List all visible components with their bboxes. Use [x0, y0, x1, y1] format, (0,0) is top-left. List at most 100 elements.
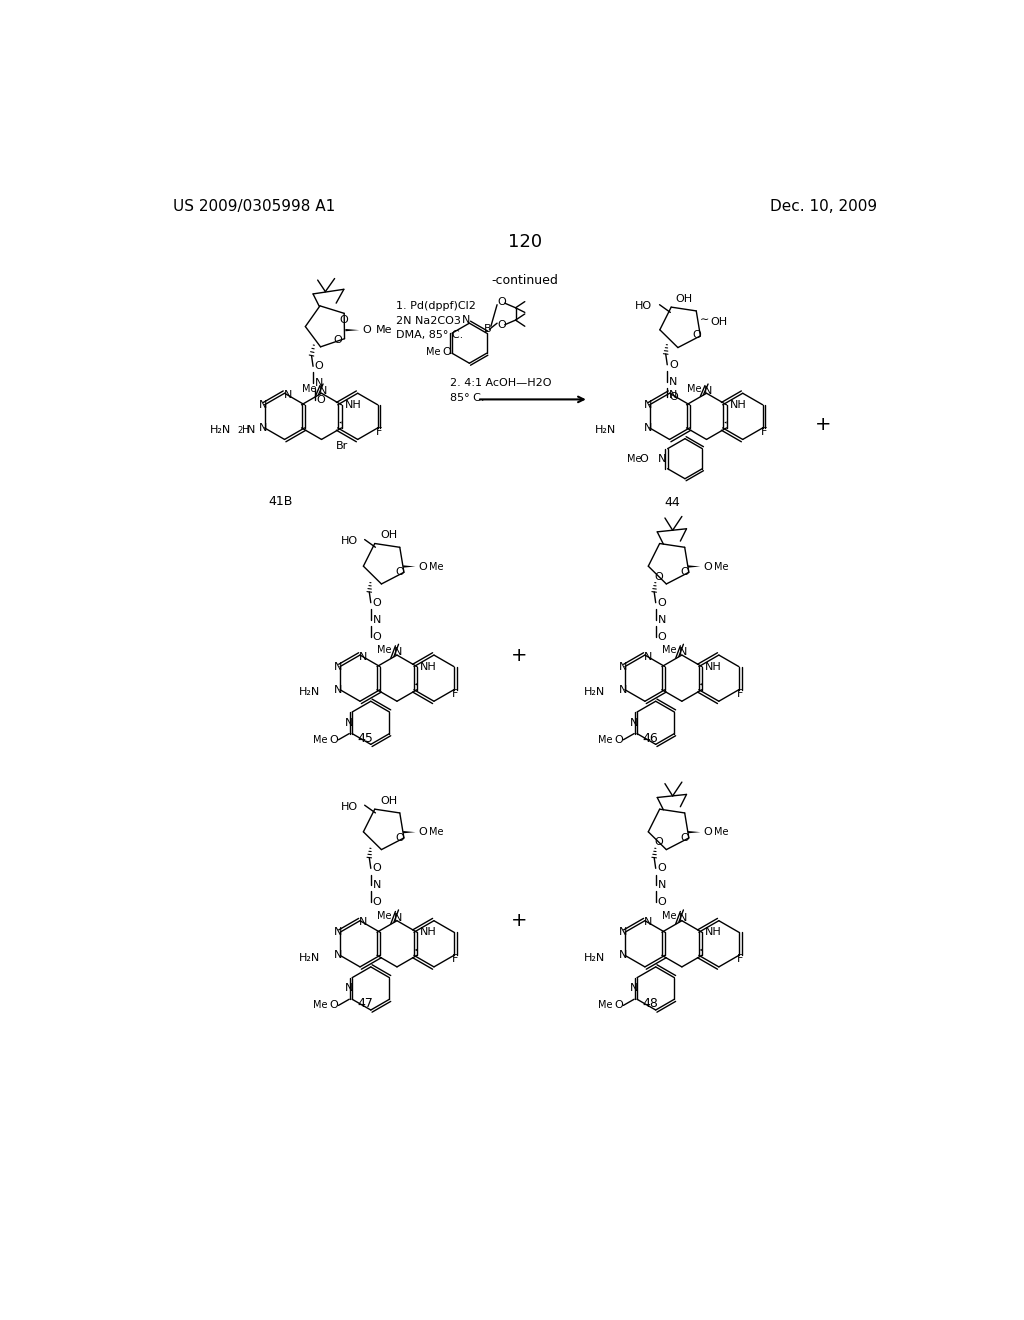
Text: +: + [511, 911, 527, 931]
Text: Me: Me [313, 735, 328, 744]
Text: H₂N: H₂N [299, 686, 319, 697]
Text: O: O [395, 566, 404, 577]
Text: NH: NH [730, 400, 746, 409]
Text: N: N [644, 400, 652, 409]
Text: O: O [669, 392, 678, 403]
Text: Me: Me [687, 384, 701, 395]
Text: N: N [679, 912, 687, 923]
Text: N: N [259, 422, 267, 433]
Text: NH: NH [420, 661, 437, 672]
Text: 45: 45 [357, 731, 374, 744]
Text: H₂N: H₂N [584, 686, 605, 697]
Text: F: F [761, 426, 767, 437]
Text: HO: HO [341, 801, 358, 812]
Polygon shape [415, 684, 417, 685]
Text: N: N [345, 983, 353, 994]
Polygon shape [724, 421, 727, 424]
Polygon shape [403, 832, 416, 833]
Text: Me: Me [663, 645, 677, 656]
Text: N: N [334, 685, 343, 694]
Text: B: B [484, 325, 492, 334]
Polygon shape [345, 329, 359, 331]
Text: Dec. 10, 2009: Dec. 10, 2009 [770, 198, 877, 214]
Text: N: N [373, 615, 381, 624]
Text: O: O [639, 454, 648, 463]
Text: O: O [669, 360, 678, 370]
Text: O: O [498, 297, 506, 306]
Text: O: O [395, 833, 404, 842]
Text: N: N [620, 950, 628, 961]
Text: N: N [359, 652, 368, 661]
Text: O: O [614, 1001, 624, 1010]
Text: F: F [376, 426, 382, 437]
Text: N: N [373, 880, 381, 890]
Text: H₂N: H₂N [210, 425, 230, 436]
Polygon shape [699, 949, 701, 952]
Text: Br: Br [336, 441, 348, 450]
Text: N: N [657, 454, 666, 463]
Text: HO: HO [635, 301, 652, 312]
Text: NH: NH [705, 661, 722, 672]
Text: H: H [243, 425, 250, 436]
Text: N: N [334, 950, 343, 961]
Text: +: + [815, 414, 831, 433]
Text: O: O [681, 566, 689, 577]
Text: O: O [330, 735, 338, 744]
Text: O: O [373, 631, 381, 642]
Text: N: N [359, 917, 368, 927]
Text: O: O [373, 598, 381, 607]
Text: N: N [394, 647, 402, 657]
Text: Me: Me [628, 454, 642, 463]
Text: N: N [644, 652, 652, 661]
Text: O: O [657, 598, 667, 607]
Text: O: O [703, 561, 713, 572]
Text: US 2009/0305998 A1: US 2009/0305998 A1 [173, 198, 335, 214]
Text: 120: 120 [508, 232, 542, 251]
Text: O: O [362, 325, 372, 335]
Text: H₂N: H₂N [594, 425, 615, 436]
Text: N: N [669, 389, 677, 400]
Text: 46: 46 [642, 731, 658, 744]
Text: O: O [330, 1001, 338, 1010]
Polygon shape [339, 421, 342, 424]
Text: OH: OH [381, 796, 398, 805]
Text: F: F [737, 954, 743, 964]
Text: NH: NH [420, 927, 437, 937]
Text: O: O [498, 319, 506, 330]
Text: 48: 48 [642, 998, 658, 1010]
Text: O: O [657, 863, 667, 874]
Text: 2. 4:1 AcOH—H2O
85° C.: 2. 4:1 AcOH—H2O 85° C. [451, 378, 552, 403]
Text: Me: Me [714, 561, 729, 572]
Text: N: N [345, 718, 353, 727]
Text: NH: NH [345, 400, 361, 409]
Text: Me: Me [426, 347, 440, 358]
Text: Me: Me [429, 828, 443, 837]
Text: O: O [419, 561, 428, 572]
Text: N: N [630, 718, 638, 727]
Text: O: O [657, 631, 667, 642]
Text: O: O [340, 315, 348, 325]
Text: O: O [442, 347, 451, 358]
Polygon shape [415, 949, 417, 952]
Text: N: N [394, 912, 402, 923]
Text: -continued: -continued [492, 273, 558, 286]
Text: Me: Me [313, 1001, 328, 1010]
Text: O: O [681, 833, 689, 842]
Text: F: F [737, 689, 743, 698]
Text: N: N [259, 400, 267, 409]
Text: O: O [419, 828, 428, 837]
Text: 2: 2 [238, 426, 243, 434]
Text: N: N [657, 615, 666, 624]
Text: H₂N: H₂N [584, 953, 605, 962]
Text: Me: Me [714, 828, 729, 837]
Text: 47: 47 [357, 998, 374, 1010]
Text: +: + [511, 645, 527, 664]
Text: N: N [620, 927, 628, 937]
Text: F: F [453, 689, 459, 698]
Text: N: N [644, 422, 652, 433]
Text: Me: Me [429, 561, 443, 572]
Text: N: N [620, 661, 628, 672]
Text: N: N [284, 389, 292, 400]
Text: O: O [657, 898, 667, 907]
Polygon shape [688, 832, 700, 833]
